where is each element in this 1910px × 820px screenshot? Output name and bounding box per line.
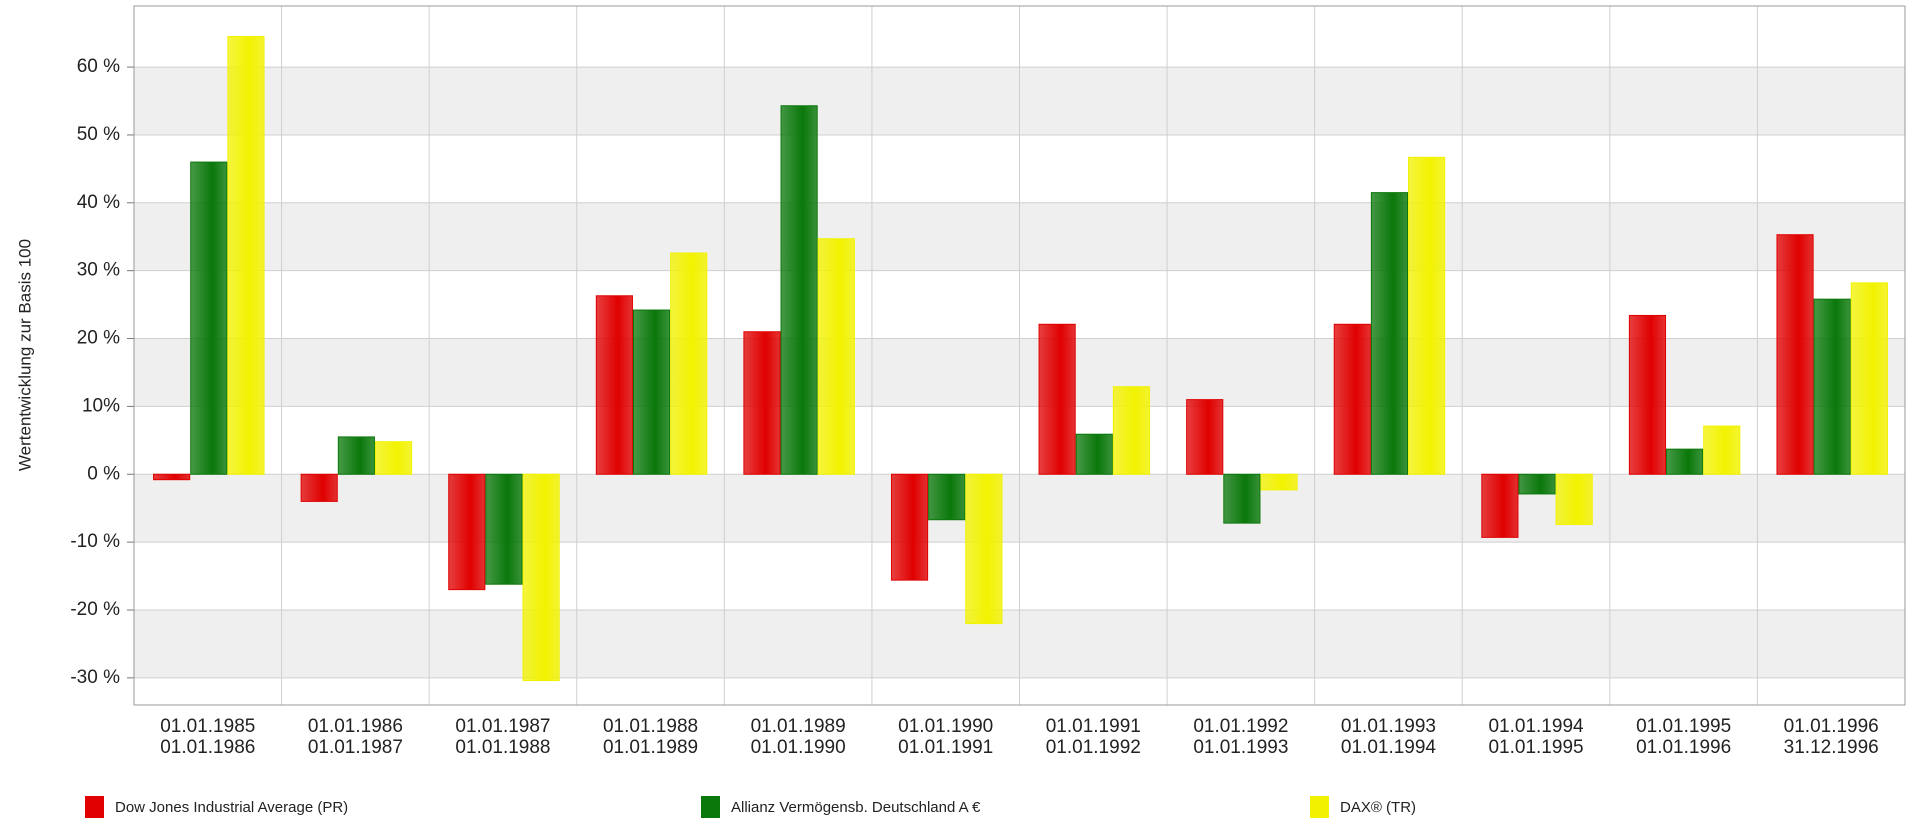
y-axis-label: Wertentwicklung zur Basis 100 — [15, 239, 34, 471]
x-tick-label: 01.01.1987 — [455, 716, 550, 737]
bar — [153, 473, 191, 481]
bar — [632, 309, 671, 475]
x-tick-label: 01.01.1989 — [751, 716, 846, 737]
bar — [1628, 314, 1667, 475]
bar — [1776, 234, 1814, 475]
x-tick-label: 01.01.1991 — [898, 737, 993, 758]
bar — [780, 105, 818, 475]
legend-label: DAX® (TR) — [1340, 799, 1416, 816]
y-tick-label: 20 % — [77, 328, 120, 349]
x-tick-label: 01.01.1990 — [898, 716, 993, 737]
bar — [1481, 473, 1519, 538]
x-tick-label: 01.01.1992 — [1046, 737, 1141, 758]
bar — [1186, 399, 1224, 475]
bar — [1370, 192, 1409, 475]
y-tick-label: 40 % — [77, 192, 120, 213]
x-tick-label: 01.01.1985 — [160, 716, 255, 737]
bar — [595, 295, 633, 475]
bar — [1112, 386, 1151, 475]
x-tick-label: 01.01.1995 — [1636, 716, 1731, 737]
x-tick-label: 01.01.1996 — [1636, 737, 1731, 758]
bar — [743, 331, 781, 475]
y-tick-label: 10% — [82, 395, 120, 416]
bar — [928, 473, 966, 521]
y-tick-label: 0 % — [87, 463, 120, 484]
x-tick-label: 01.01.1987 — [308, 737, 403, 758]
bar — [1813, 298, 1851, 475]
x-tick-label: 01.01.1996 — [1784, 716, 1879, 737]
x-tick-label: 01.01.1986 — [308, 716, 403, 737]
x-tick-label: 31.12.1996 — [1784, 737, 1879, 758]
bar — [448, 473, 486, 591]
x-tick-label: 01.01.1993 — [1341, 716, 1436, 737]
bar — [1333, 323, 1371, 475]
x-tick-label: 01.01.1986 — [160, 737, 255, 758]
bar — [485, 473, 523, 585]
bar — [190, 161, 228, 475]
legend-label: Dow Jones Industrial Average (PR) — [115, 799, 348, 816]
bar — [1038, 323, 1076, 475]
y-tick-label: -20 % — [70, 599, 120, 620]
legend-label: Allianz Vermögensb. Deutschland A € — [731, 799, 981, 816]
x-tick-label: 01.01.1990 — [751, 737, 846, 758]
x-tick-label: 01.01.1994 — [1341, 737, 1437, 758]
bar — [1666, 448, 1704, 475]
bar — [1075, 433, 1113, 475]
bar — [1555, 473, 1593, 525]
x-tick-label: 01.01.1988 — [603, 716, 698, 737]
bar — [337, 436, 375, 475]
bar — [1518, 473, 1556, 495]
x-tick-label: 01.01.1992 — [1193, 716, 1288, 737]
x-tick-label: 01.01.1993 — [1193, 737, 1288, 758]
y-tick-label: -30 % — [70, 667, 120, 688]
legend-swatch — [1310, 796, 1329, 818]
bar — [227, 36, 265, 475]
bar — [1223, 473, 1261, 524]
y-tick-label: 50 % — [77, 124, 120, 145]
bar — [817, 238, 855, 475]
bar — [1408, 156, 1446, 475]
bar — [890, 473, 929, 581]
x-tick-label: 01.01.1995 — [1488, 737, 1583, 758]
x-tick-label: 01.01.1988 — [455, 737, 550, 758]
x-tick-label: 01.01.1991 — [1046, 716, 1141, 737]
bar — [1260, 473, 1298, 491]
x-tick-label: 01.01.1994 — [1488, 716, 1584, 737]
x-tick-label: 01.01.1989 — [603, 737, 698, 758]
bar — [670, 252, 708, 475]
plot-border — [133, 5, 1906, 706]
y-tick-label: 60 % — [77, 56, 120, 77]
legend-swatch — [85, 796, 104, 818]
bar — [522, 473, 560, 682]
bar — [300, 473, 338, 502]
y-tick-label: 30 % — [77, 260, 120, 281]
legend-swatch — [701, 796, 720, 818]
bar — [1703, 425, 1741, 475]
bar — [1850, 282, 1888, 475]
y-tick-label: -10 % — [70, 531, 120, 552]
bar — [965, 473, 1003, 625]
bar — [374, 441, 413, 475]
